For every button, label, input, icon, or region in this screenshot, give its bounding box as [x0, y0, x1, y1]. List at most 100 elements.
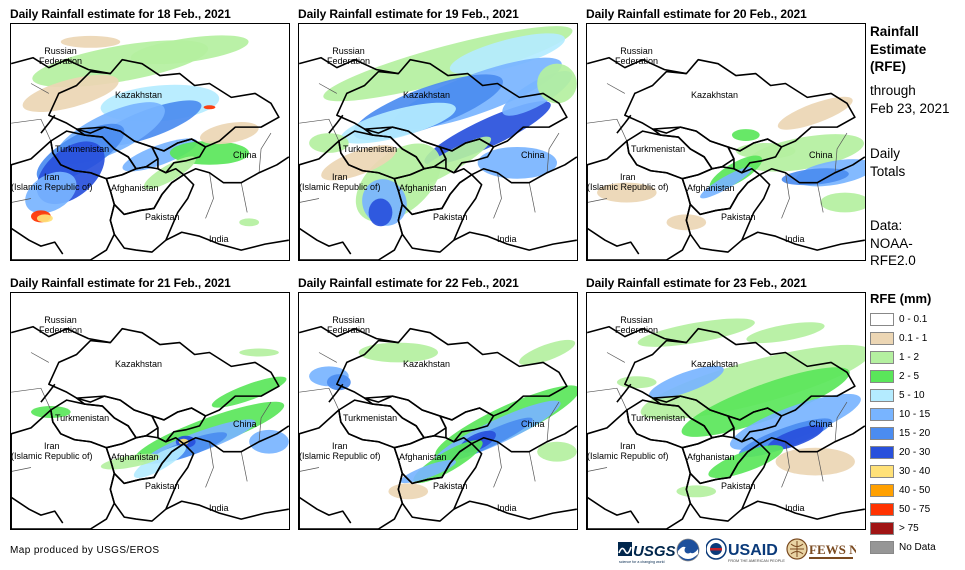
country-label-india: India	[497, 234, 517, 244]
country-label-india: India	[209, 234, 229, 244]
country-label-russia: Russian Federation	[39, 315, 83, 335]
minor-border	[546, 132, 560, 173]
minor-border	[299, 118, 340, 142]
rainfall-area	[358, 342, 438, 363]
through-date: through Feb 23, 2021	[870, 82, 950, 117]
country-border	[741, 500, 865, 520]
minor-border	[606, 352, 626, 363]
legend-label: 1 - 2	[899, 352, 920, 363]
rainfall-map	[299, 325, 577, 529]
country-label-kazakhstan: Kazakhstan	[403, 90, 451, 100]
country-label-kazakhstan: Kazakhstan	[115, 90, 163, 100]
fewsnet-text: FEWS NET	[809, 542, 856, 557]
legend-swatch	[870, 389, 894, 402]
country-border	[165, 231, 289, 251]
country-border	[587, 56, 687, 75]
legend-label: 20 - 30	[899, 447, 931, 458]
country-border	[48, 327, 280, 421]
country-label-afghanistan: Afghanistan	[399, 183, 447, 193]
country-border	[40, 114, 56, 134]
legend-swatch	[870, 446, 894, 459]
country-label-kazakhstan: Kazakhstan	[115, 359, 163, 369]
legend-label: 10 - 15	[899, 409, 931, 420]
rainfall-area	[388, 483, 429, 500]
rfe-title-line3: (RFE)	[870, 59, 906, 74]
panel-title: Daily Rainfall estimate for 19 Feb., 202…	[298, 7, 519, 21]
country-border	[11, 140, 116, 260]
minor-border	[299, 387, 340, 411]
svg-text:USGS: USGS	[633, 543, 676, 560]
country-border	[109, 442, 195, 522]
legend-label: > 75	[899, 523, 919, 534]
minor-border	[30, 352, 50, 363]
rainfall-area	[449, 33, 565, 75]
country-label-afghanistan: Afghanistan	[111, 183, 159, 193]
rainfall-area	[767, 425, 824, 451]
country-label-iran: Iran (Islamic Republic of)	[299, 441, 381, 461]
country-border	[11, 496, 64, 524]
minor-border	[816, 182, 824, 213]
rainfall-area	[729, 393, 861, 450]
data-line3: RFE2.0	[870, 253, 916, 268]
rainfall-area	[648, 365, 724, 399]
country-border	[587, 227, 640, 255]
country-border	[471, 425, 577, 453]
country-label-iran: Iran (Islamic Republic of)	[299, 172, 381, 192]
minor-border	[205, 172, 214, 219]
minor-border	[318, 83, 338, 94]
usgs-logo: USGS science for a changing world	[618, 542, 676, 564]
rainfall-area	[820, 192, 865, 213]
country-border	[11, 325, 111, 344]
daily-totals: Daily Totals	[870, 145, 905, 180]
rainfall-layer	[309, 26, 577, 227]
rainfall-area	[321, 145, 397, 181]
country-border	[183, 156, 289, 184]
country-border	[439, 407, 495, 443]
rainfall-area	[203, 105, 216, 110]
rainfall-area	[143, 156, 196, 190]
legend-swatch	[870, 522, 894, 535]
minor-border	[258, 401, 272, 442]
rainfall-area	[100, 453, 160, 470]
map-frame: Russian Federation Kazakhstan Turkmenistan I…	[298, 292, 578, 530]
rfe-title: Rainfall Estimate (RFE)	[870, 23, 926, 76]
legend-swatch	[870, 370, 894, 383]
country-label-china: China	[233, 150, 257, 160]
minor-border	[493, 172, 502, 219]
rfe-title-line2: Estimate	[870, 41, 927, 57]
country-border	[453, 231, 577, 251]
rainfall-area	[477, 146, 557, 179]
panel-title: Daily Rainfall estimate for 20 Feb., 202…	[586, 7, 807, 21]
country-border	[587, 496, 640, 524]
minor-border	[528, 182, 536, 213]
country-border	[165, 500, 289, 520]
country-border	[151, 138, 207, 174]
country-border	[109, 173, 195, 253]
rainfall-area	[368, 198, 393, 227]
country-border	[439, 138, 495, 174]
minor-border	[240, 182, 248, 213]
legend-label: No Data	[899, 542, 936, 553]
country-border	[685, 442, 771, 522]
svg-text:science for a changing world: science for a changing world	[619, 560, 665, 564]
minor-border	[11, 118, 52, 142]
country-border	[328, 383, 344, 403]
rainfall-layer	[597, 96, 865, 231]
minor-border	[318, 352, 338, 363]
country-border	[151, 407, 207, 443]
minor-border	[834, 132, 848, 173]
country-label-russia: Russian Federation	[327, 315, 371, 335]
legend-label: 0 - 0.1	[899, 314, 928, 325]
country-label-pakistan: Pakistan	[721, 212, 756, 222]
country-border	[453, 500, 577, 520]
legend-swatch	[870, 503, 894, 516]
country-label-china: China	[521, 419, 545, 429]
country-label-china: China	[521, 150, 545, 160]
country-label-india: India	[785, 503, 805, 513]
rainfall-area	[36, 214, 53, 223]
data-source: Data: NOAA- RFE2.0	[870, 217, 916, 270]
rainfall-area	[616, 376, 657, 389]
rainfall-area	[22, 74, 119, 112]
rfe-title-line1: Rainfall	[870, 24, 919, 39]
rainfall-area	[326, 374, 351, 391]
